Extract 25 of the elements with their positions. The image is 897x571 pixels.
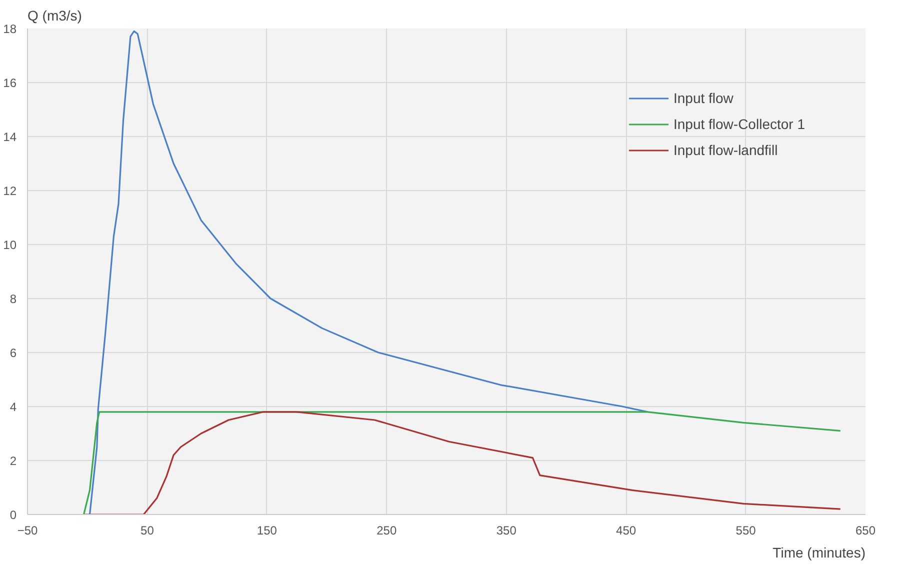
line-series [88, 30, 648, 514]
y-tick-label: 16 [3, 76, 17, 90]
y-tick-label: 2 [10, 454, 17, 468]
x-tick-label: 350 [496, 524, 517, 538]
y-tick-label: 14 [3, 130, 17, 144]
x-axis-title: Time (minutes) [772, 544, 866, 560]
x-tick-label: 650 [855, 524, 876, 538]
y-tick-label: 18 [3, 22, 17, 36]
legend-label: Input flow-Collector 1 [673, 116, 805, 132]
x-tick-label: 150 [256, 524, 278, 538]
y-tick-label: 12 [3, 184, 17, 198]
y-axis-title: Q (m3/s) [28, 8, 82, 24]
x-tick-label: 550 [736, 524, 756, 538]
x-tick-label: 50 [140, 524, 154, 538]
x-tick-label: 250 [376, 524, 397, 538]
y-tick-label: 4 [10, 400, 17, 414]
y-tick-label: 10 [3, 238, 17, 252]
line-series [82, 411, 842, 514]
x-tick-label: 450 [616, 524, 636, 538]
legend-label: Input flow [673, 90, 734, 106]
y-tick-label: 6 [10, 346, 17, 360]
x-tick-label: −50 [17, 524, 38, 538]
legend-label: Input flow-landfill [673, 142, 778, 158]
y-tick-label: 0 [10, 508, 17, 522]
y-tick-label: 8 [10, 292, 17, 306]
